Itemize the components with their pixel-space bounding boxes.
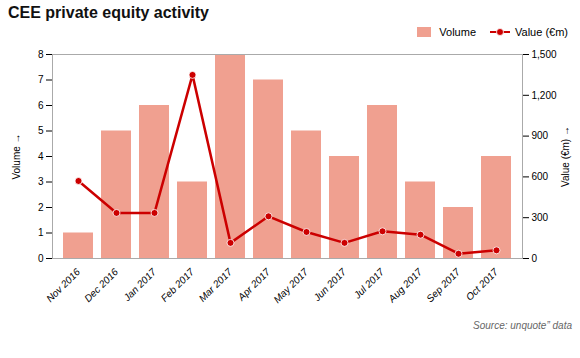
svg-text:7: 7 bbox=[38, 74, 44, 85]
svg-text:0: 0 bbox=[38, 253, 44, 264]
html-text:Source: unquote” data: Source: unquote” data bbox=[473, 320, 572, 331]
html-text:CEE private equity activity: CEE private equity activity bbox=[8, 4, 209, 21]
svg-text:0: 0 bbox=[532, 253, 538, 264]
svg-text:Jan 2017: Jan 2017 bbox=[121, 266, 159, 304]
svg-text:3: 3 bbox=[38, 176, 44, 187]
svg-text:Jun 2017: Jun 2017 bbox=[311, 266, 349, 304]
svg-text:Nov 2016: Nov 2016 bbox=[44, 266, 82, 304]
svg-text:May 2017: May 2017 bbox=[271, 266, 310, 305]
svg-text:Dec 2016: Dec 2016 bbox=[82, 266, 120, 304]
svg-text:600: 600 bbox=[532, 171, 549, 182]
svg-text:900: 900 bbox=[532, 130, 549, 141]
svg-text:Aug 2017: Aug 2017 bbox=[385, 266, 424, 305]
svg-text:Value (€m) →: Value (€m) → bbox=[560, 126, 571, 187]
svg-text:4: 4 bbox=[38, 151, 44, 162]
svg-text:6: 6 bbox=[38, 100, 44, 111]
svg-text:1,200: 1,200 bbox=[532, 90, 557, 101]
svg-text:Jul 2017: Jul 2017 bbox=[351, 266, 387, 302]
svg-text:Apr 2017: Apr 2017 bbox=[235, 266, 272, 303]
html-text:Value (€m): Value (€m) bbox=[515, 26, 568, 38]
svg-text:5: 5 bbox=[38, 125, 44, 136]
svg-text:300: 300 bbox=[532, 212, 549, 223]
svg-text:1,500: 1,500 bbox=[532, 49, 557, 60]
html-text:Volume: Volume bbox=[439, 26, 476, 38]
svg-text:8: 8 bbox=[38, 49, 44, 60]
svg-text:Sep 2017: Sep 2017 bbox=[424, 266, 462, 304]
svg-text:1: 1 bbox=[38, 227, 44, 238]
svg-text:2: 2 bbox=[38, 202, 44, 213]
svg-text:Mar 2017: Mar 2017 bbox=[197, 266, 235, 304]
svg-text:Feb 2017: Feb 2017 bbox=[159, 266, 197, 304]
svg-text:Volume →: Volume → bbox=[11, 133, 22, 179]
svg-text:Oct 2017: Oct 2017 bbox=[464, 266, 501, 303]
